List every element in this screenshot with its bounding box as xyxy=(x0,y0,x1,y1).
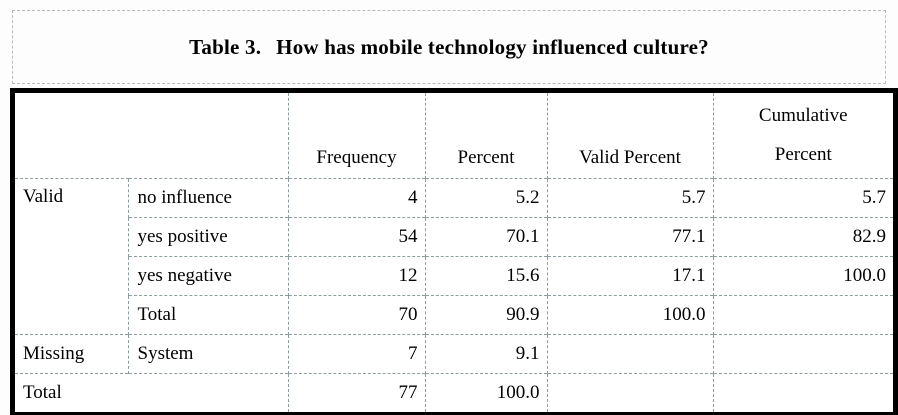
column-header-cumulative-line2: Percent xyxy=(774,144,832,165)
row-label: yes positive xyxy=(127,217,288,257)
row-group-total: Total xyxy=(15,373,288,412)
table-caption-text: How has mobile technology influenced cul… xyxy=(276,34,709,59)
table-caption: Table 3. How has mobile technology influ… xyxy=(12,10,886,84)
cell-valid-percent: 17.1 xyxy=(546,256,713,296)
cell-cumulative-percent: 82.9 xyxy=(712,217,893,257)
row-label: System xyxy=(127,334,288,374)
table-row-valid-total: Total 70 90.9 100.0 xyxy=(15,295,893,335)
row-label: Total xyxy=(127,295,288,335)
header-row: Frequency Percent Valid Percent Cumulati… xyxy=(15,93,893,179)
cell-percent: 70.1 xyxy=(424,217,547,257)
cell-frequency: 54 xyxy=(287,217,425,257)
column-header-valid-percent: Valid Percent xyxy=(546,93,713,179)
cell-valid-percent: 77.1 xyxy=(546,217,713,257)
table-row-no-influence: Valid no influence 4 5.2 5.7 5.7 xyxy=(15,178,893,335)
cell-valid-percent: 5.7 xyxy=(546,178,713,218)
row-group-valid: Valid xyxy=(15,178,128,335)
row-label: yes negative xyxy=(127,256,288,296)
cell-cumulative-percent xyxy=(712,295,893,335)
cell-cumulative-percent: 100.0 xyxy=(712,256,893,296)
cell-valid-percent xyxy=(546,334,713,374)
frequency-table: Frequency Percent Valid Percent Cumulati… xyxy=(10,88,898,415)
column-header-percent: Percent xyxy=(424,93,547,179)
cell-percent: 15.6 xyxy=(424,256,547,296)
cell-cumulative-percent: 5.7 xyxy=(712,178,893,218)
cell-valid-percent xyxy=(546,373,713,412)
cell-frequency: 12 xyxy=(287,256,425,296)
column-header-cumulative-percent: Cumulative Percent xyxy=(712,93,893,179)
table-row-missing-system: Missing System 7 9.1 xyxy=(15,334,893,374)
cell-frequency: 70 xyxy=(287,295,425,335)
cell-frequency: 4 xyxy=(287,178,425,218)
cell-valid-percent: 100.0 xyxy=(546,295,713,335)
header-blank-cell xyxy=(15,93,288,179)
cell-percent: 90.9 xyxy=(424,295,547,335)
column-header-cumulative-line1: Cumulative xyxy=(758,105,848,126)
frequency-table-grid: Frequency Percent Valid Percent Cumulati… xyxy=(15,93,893,412)
cell-cumulative-percent xyxy=(712,334,893,374)
table-caption-number: Table 3. xyxy=(189,34,262,59)
column-header-frequency: Frequency xyxy=(287,93,425,179)
cell-frequency: 7 xyxy=(287,334,425,374)
row-group-missing: Missing xyxy=(15,334,128,374)
table-row-grand-total: Total 77 100.0 xyxy=(15,373,893,412)
cell-cumulative-percent xyxy=(712,373,893,412)
cell-frequency: 77 xyxy=(287,373,425,412)
row-label: no influence xyxy=(127,178,288,218)
table-row-yes-positive: yes positive 54 70.1 77.1 82.9 xyxy=(15,217,893,257)
cell-percent: 100.0 xyxy=(424,373,547,412)
cell-percent: 5.2 xyxy=(424,178,547,218)
cell-percent: 9.1 xyxy=(424,334,547,374)
table-row-yes-negative: yes negative 12 15.6 17.1 100.0 xyxy=(15,256,893,296)
